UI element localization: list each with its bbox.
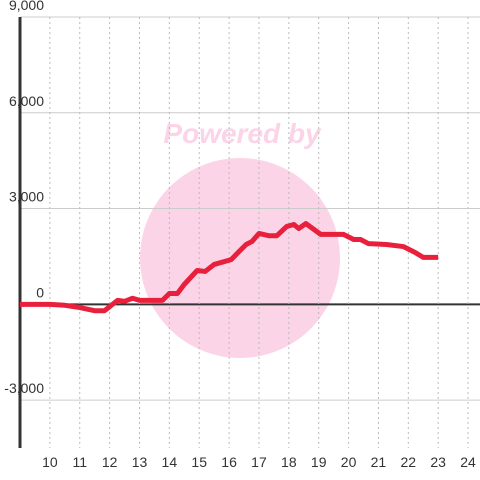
y-tick-label: 6,000 [9, 93, 44, 109]
x-tick-label: 16 [221, 454, 237, 470]
y-tick-label: 9,000 [9, 0, 44, 13]
x-tick-label: 12 [102, 454, 118, 470]
x-tick-label: 22 [401, 454, 417, 470]
x-tick-label: 23 [430, 454, 446, 470]
data-line [20, 221, 439, 314]
x-tick-label: 11 [72, 454, 87, 470]
y-tick-label: 0 [36, 284, 44, 300]
y-tick-label: -3,000 [4, 380, 44, 396]
x-tick-label: 15 [191, 454, 207, 470]
x-tick-label: 10 [42, 454, 58, 470]
x-tick-label: 19 [311, 454, 327, 470]
watermark-logo [140, 158, 340, 358]
x-tick-label: 18 [281, 454, 297, 470]
x-tick-label: 20 [341, 454, 357, 470]
x-tick-label: 14 [162, 454, 178, 470]
y-tick-label: 3,000 [9, 189, 44, 205]
x-tick-label: 17 [251, 454, 267, 470]
x-tick-label: 24 [460, 454, 476, 470]
watermark-text: Powered by [163, 118, 322, 149]
x-tick-label: 21 [371, 454, 387, 470]
x-tick-label: 13 [132, 454, 148, 470]
